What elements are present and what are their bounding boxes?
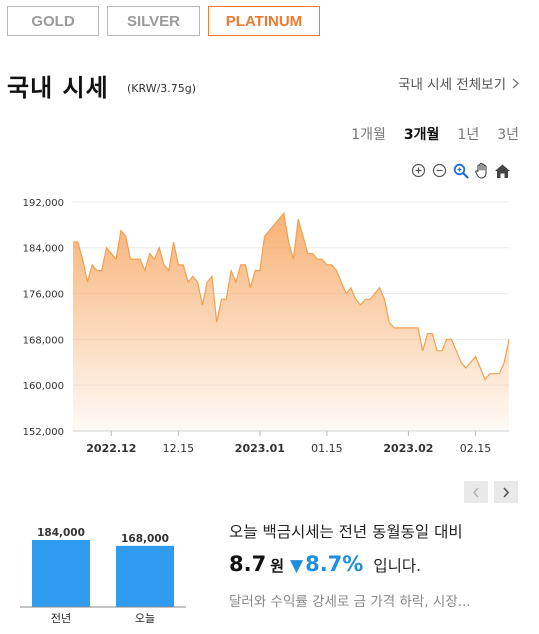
y-tick-label: 184,000 (23, 244, 64, 255)
down-arrow-icon: ▼ (290, 556, 304, 576)
price-line (73, 212, 510, 381)
zoom-out-icon[interactable] (431, 162, 448, 179)
summary-panel: 오늘 백금시세는 전년 동월동일 대비 8.7 원 ▼ 8.7% 입니다. 달러… (229, 520, 529, 610)
chart-toolbar (410, 162, 511, 179)
view-all-link[interactable]: 국내 시세 전체보기 (398, 73, 519, 93)
magnify-icon[interactable] (452, 162, 469, 179)
change-suffix: 입니다. (373, 557, 422, 575)
bar-value-label: 168,000 (121, 533, 169, 545)
price-area (73, 213, 509, 431)
tab-silver[interactable]: SILVER (107, 6, 200, 36)
compare-bar-chart: 184,000 전년 168,000 오늘 (20, 527, 186, 625)
tab-platinum[interactable]: PLATINUM (208, 6, 320, 36)
hand-icon[interactable] (473, 162, 490, 179)
change-percent: 8.7% (305, 552, 364, 576)
y-tick-label: 176,000 (23, 290, 64, 301)
zoom-in-icon[interactable] (410, 162, 427, 179)
bar-category-label: 전년 (51, 612, 71, 625)
x-axis: 2022.12 12.15 2023.01 01.15 2023.02 02.15 (86, 431, 491, 455)
prev-button[interactable] (464, 481, 488, 503)
compare-bar (116, 545, 174, 607)
y-axis: 192,000 184,000 176,000 168,000 160,000 152,0… (23, 198, 64, 438)
change-amount: 8.7 (229, 552, 267, 576)
period-3-year[interactable]: 3년 (497, 127, 519, 143)
home-icon[interactable] (494, 162, 511, 179)
change-unit: 원 (270, 557, 285, 575)
period-1-year[interactable]: 1년 (457, 127, 480, 143)
y-tick-label: 168,000 (23, 335, 64, 346)
title-unit: (KRW/3.75g) (127, 82, 197, 95)
view-all-label: 국내 시세 전체보기 (398, 77, 506, 93)
period-1-month[interactable]: 1개월 (351, 127, 386, 143)
x-tick-label: 02.15 (460, 442, 492, 455)
bar-category-label: 오늘 (135, 612, 155, 625)
period-selector: 1개월 3개월 1년 3년 (351, 124, 519, 144)
x-tick-label: 01.15 (311, 442, 343, 455)
bar-value-label: 184,000 (37, 527, 85, 539)
y-tick-label: 152,000 (23, 427, 64, 438)
x-tick-label: 2023.02 (383, 442, 433, 455)
metal-tabs: GOLD SILVER PLATINUM (7, 6, 320, 36)
chevron-right-icon (512, 77, 519, 93)
compare-bar (32, 540, 90, 607)
price-area-chart: 192,000 184,000 176,000 168,000 160,000 152,0… (23, 198, 510, 455)
y-tick-label: 160,000 (23, 381, 64, 392)
period-3-month[interactable]: 3개월 (403, 127, 440, 143)
x-tick-label: 2023.01 (235, 442, 285, 455)
compare-bars: 184,000 전년 168,000 오늘 (32, 527, 174, 625)
chart-pager (464, 481, 518, 503)
tab-gold[interactable]: GOLD (7, 6, 99, 36)
next-button[interactable] (494, 481, 518, 503)
summary-change: 8.7 원 ▼ 8.7% 입니다. (229, 552, 529, 576)
x-tick-label: 12.15 (163, 442, 195, 455)
news-link[interactable]: 달러와 수익률 강세로 금 가격 하락, 시장... (229, 594, 471, 610)
chevron-right-icon (503, 486, 510, 498)
summary-text: 오늘 백금시세는 전년 동월동일 대비 (229, 523, 463, 541)
y-tick-label: 192,000 (23, 198, 64, 209)
section-title: 국내 시세 (7, 74, 109, 102)
x-tick-label: 2022.12 (86, 442, 136, 455)
chevron-left-icon (473, 487, 479, 497)
